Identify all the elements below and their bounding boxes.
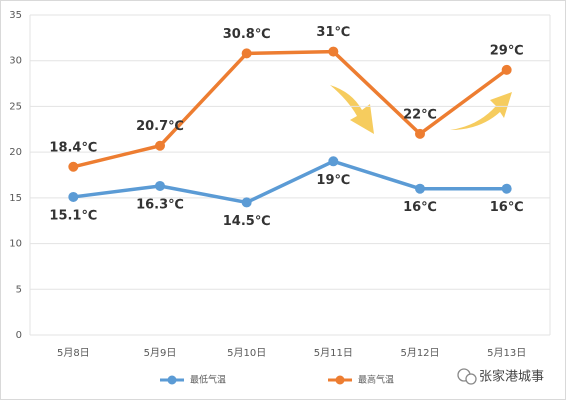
data-label: 19℃	[316, 173, 350, 188]
series-line	[72, 49, 508, 169]
x-tick-label: 5月8日	[57, 347, 90, 359]
data-point	[241, 48, 252, 59]
x-tick-label: 5月12日	[400, 347, 439, 359]
series-line	[73, 159, 507, 205]
data-point	[155, 140, 165, 151]
y-tick-label: 30	[9, 56, 22, 67]
data-label: 30.8℃	[223, 27, 271, 42]
legend-label: 最低气温	[190, 374, 226, 386]
data-label: 20.7℃	[136, 119, 184, 134]
data-point	[68, 161, 79, 172]
data-point	[328, 156, 339, 167]
y-tick-label: 10	[9, 239, 22, 250]
data-point	[415, 128, 425, 139]
down-arrow	[330, 85, 374, 134]
y-tick-label: 15	[9, 193, 22, 204]
x-tick-label: 5月13日	[487, 347, 526, 359]
data-label: 18.4℃	[49, 140, 97, 155]
legend-marker	[335, 375, 345, 385]
data-point	[501, 64, 512, 75]
watermark-icon	[465, 373, 477, 385]
data-point	[328, 46, 339, 57]
y-tick-label: 25	[9, 101, 22, 112]
watermark-text: 张家港城事	[479, 369, 544, 385]
data-point	[241, 197, 252, 208]
y-tick-label: 35	[9, 10, 22, 21]
y-tick-label: 20	[9, 147, 22, 158]
x-tick-label: 5月10日	[227, 347, 266, 359]
data-label: 16℃	[490, 200, 524, 215]
up-arrow	[450, 92, 512, 130]
y-tick-label: 5	[16, 284, 22, 295]
data-label: 31℃	[316, 25, 350, 40]
data-label: 29℃	[490, 43, 524, 58]
data-label: 14.5℃	[223, 214, 271, 229]
data-label: 22℃	[403, 107, 437, 122]
y-tick-label: 0	[16, 330, 22, 341]
legend-label: 最高气温	[358, 374, 394, 386]
data-point	[501, 183, 512, 194]
data-label: 15.1℃	[49, 208, 97, 223]
data-label: 16℃	[403, 200, 437, 215]
legend-marker	[167, 375, 177, 385]
x-tick-label: 5月9日	[144, 347, 177, 359]
data-label: 16.3℃	[136, 197, 184, 212]
x-tick-label: 5月11日	[314, 347, 353, 359]
data-point	[155, 180, 165, 191]
watermark: 张家港城事	[457, 368, 544, 385]
data-point	[68, 191, 79, 202]
data-point	[415, 183, 425, 194]
